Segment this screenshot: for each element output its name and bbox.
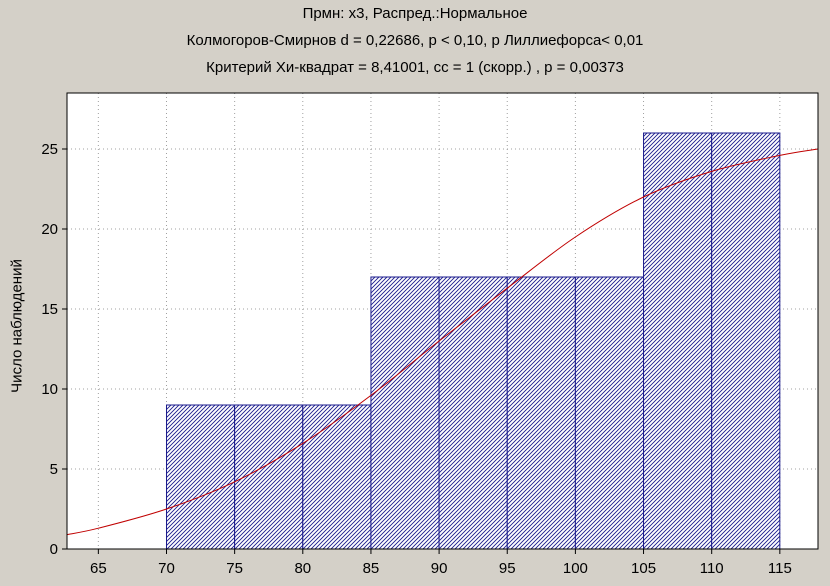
histogram-bar-4 bbox=[370, 276, 440, 550]
histogram-bar-6 bbox=[506, 276, 576, 550]
normal-fit-curve bbox=[66, 148, 819, 536]
x-tick-label-75: 75 bbox=[226, 560, 243, 577]
histogram-bar-9 bbox=[711, 132, 781, 550]
x-tick-label-80: 80 bbox=[294, 560, 311, 577]
x-tick-label-100: 100 bbox=[563, 560, 588, 577]
x-tick-label-65: 65 bbox=[90, 560, 107, 577]
x-tick-label-90: 90 bbox=[431, 560, 448, 577]
y-tick-label-0: 0 bbox=[50, 541, 58, 558]
histogram-bar-8 bbox=[643, 132, 713, 550]
x-tick-label-110: 110 bbox=[700, 560, 724, 577]
chart-title-line-1: Прмн: x3, Распред.:Нормальное bbox=[302, 5, 528, 22]
x-tick-label-70: 70 bbox=[158, 560, 175, 577]
y-tick-label-25: 25 bbox=[41, 141, 58, 158]
histogram-bar-7 bbox=[574, 276, 645, 550]
histogram-bar-2 bbox=[234, 404, 304, 550]
y-tick-label-5: 5 bbox=[50, 461, 58, 478]
y-tick-label-20: 20 bbox=[41, 221, 58, 238]
x-tick-label-95: 95 bbox=[499, 560, 516, 577]
plot-frame bbox=[66, 92, 819, 550]
chart-title-line-3: Критерий Хи-квадрат = 8,41001, сс = 1 (с… bbox=[206, 59, 624, 76]
histogram-bar-1 bbox=[165, 404, 236, 550]
histogram-bar-3 bbox=[302, 404, 372, 550]
x-tick-label-115: 115 bbox=[768, 560, 792, 577]
chart-title-line-2: Колмогоров-Смирнов d = 0,22686, p < 0,10… bbox=[186, 32, 644, 49]
x-tick-label-105: 105 bbox=[631, 560, 656, 577]
y-tick-label-15: 15 bbox=[41, 301, 58, 318]
histogram-bar-5 bbox=[438, 276, 508, 550]
y-tick-label-10: 10 bbox=[41, 381, 58, 398]
x-tick-label-85: 85 bbox=[363, 560, 380, 577]
